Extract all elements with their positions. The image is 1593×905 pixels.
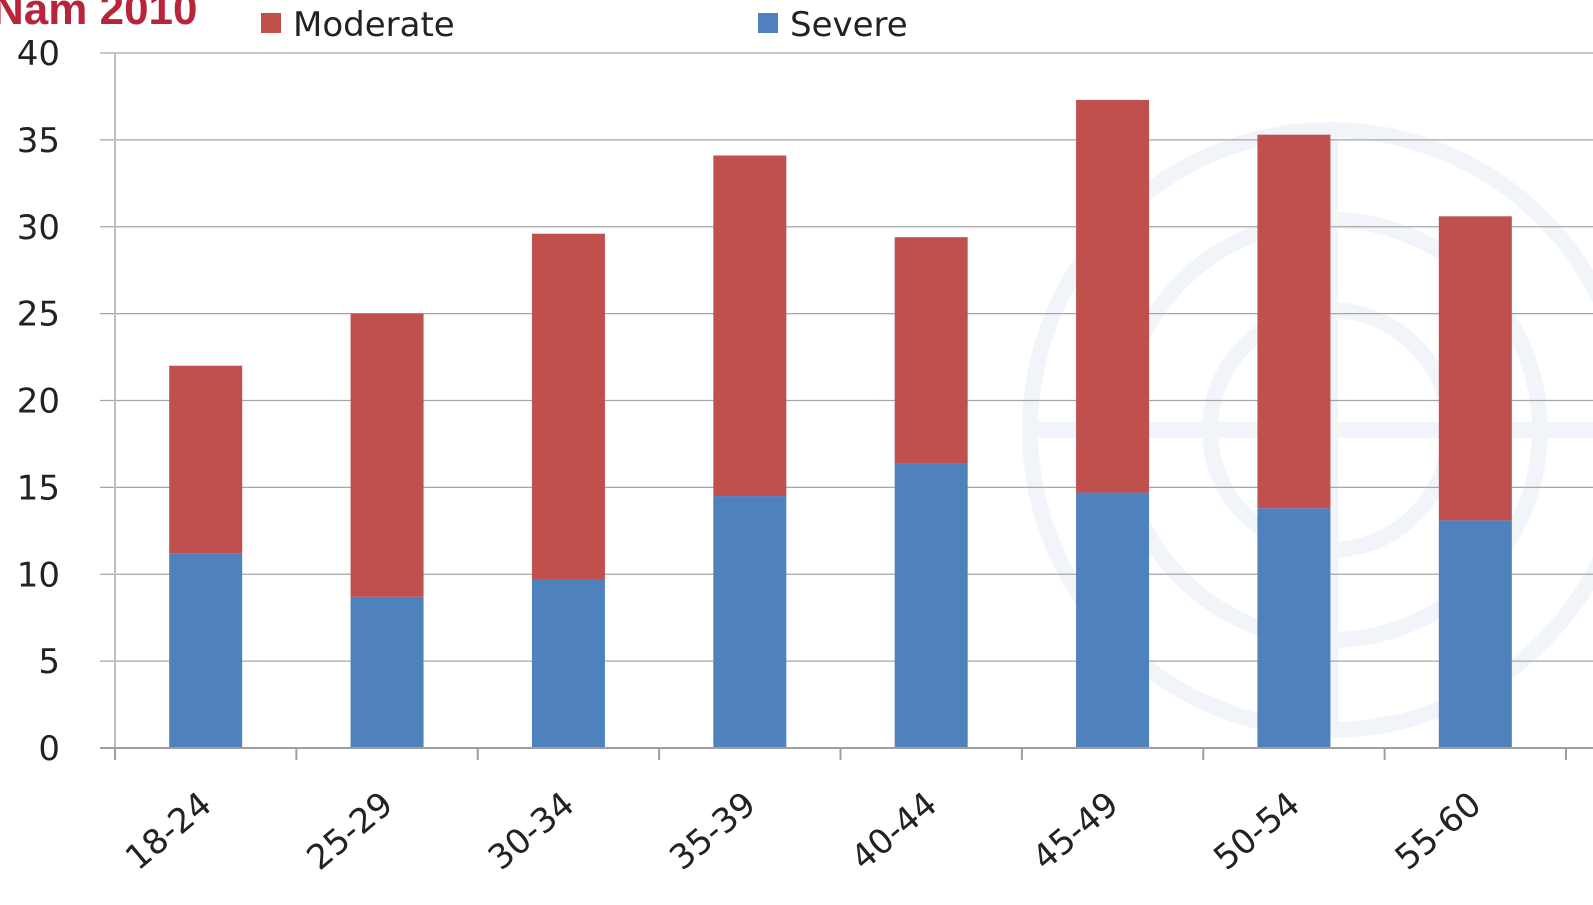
legend: Moderate Severe	[261, 5, 908, 45]
axes	[100, 53, 1593, 760]
bar-moderate-45-49	[1076, 99, 1150, 493]
bar-moderate-30-34	[531, 233, 605, 580]
bar-severe-40-44	[894, 463, 968, 748]
chart-title: Nam 2010	[0, 0, 197, 34]
y-tick-label: 35	[17, 121, 60, 161]
bar-moderate-40-44	[894, 237, 968, 464]
x-tick-label: 55-60	[1388, 784, 1489, 878]
y-tick-label: 5	[38, 642, 60, 682]
y-tick-label: 20	[17, 382, 60, 422]
bars	[169, 99, 1512, 748]
legend-swatch-severe	[758, 13, 778, 33]
y-tick-labels: 0 5 10 15 20 25 30 35 40	[17, 34, 60, 769]
x-tick-label: 40-44	[844, 784, 945, 878]
x-tick-label: 30-34	[481, 784, 582, 878]
bar-moderate-18-24	[169, 365, 243, 554]
bar-severe-18-24	[169, 553, 243, 748]
legend-label-severe: Severe	[790, 5, 908, 45]
legend-swatch-moderate	[261, 13, 281, 33]
bar-moderate-35-39	[713, 155, 787, 497]
x-tick-label: 45-49	[1025, 784, 1126, 878]
bar-severe-50-54	[1257, 508, 1331, 748]
x-tick-label: 18-24	[118, 784, 219, 878]
bar-moderate-55-60	[1438, 216, 1512, 521]
y-tick-label: 25	[17, 295, 60, 335]
y-tick-label: 30	[17, 208, 60, 248]
bar-severe-45-49	[1076, 492, 1150, 748]
bar-severe-25-29	[350, 596, 424, 748]
x-tick-label: 50-54	[1206, 784, 1307, 878]
x-tick-labels: 18-24 25-29 30-34 35-39 40-44 45-49 50-54 55-60	[118, 784, 1489, 878]
x-tick-label: 35-39	[662, 784, 763, 878]
bar-severe-35-39	[713, 496, 787, 748]
legend-label-moderate: Moderate	[293, 5, 455, 45]
y-tick-label: 0	[38, 729, 60, 769]
y-tick-label: 40	[17, 34, 60, 74]
gridlines	[100, 52, 1593, 662]
bar-moderate-50-54	[1257, 134, 1331, 509]
bar-moderate-25-29	[350, 313, 424, 597]
bar-severe-55-60	[1438, 520, 1512, 748]
bar-severe-30-34	[531, 579, 605, 748]
y-tick-label: 15	[17, 468, 60, 508]
y-tick-label: 10	[17, 555, 60, 595]
x-tick-label: 25-29	[299, 784, 400, 878]
